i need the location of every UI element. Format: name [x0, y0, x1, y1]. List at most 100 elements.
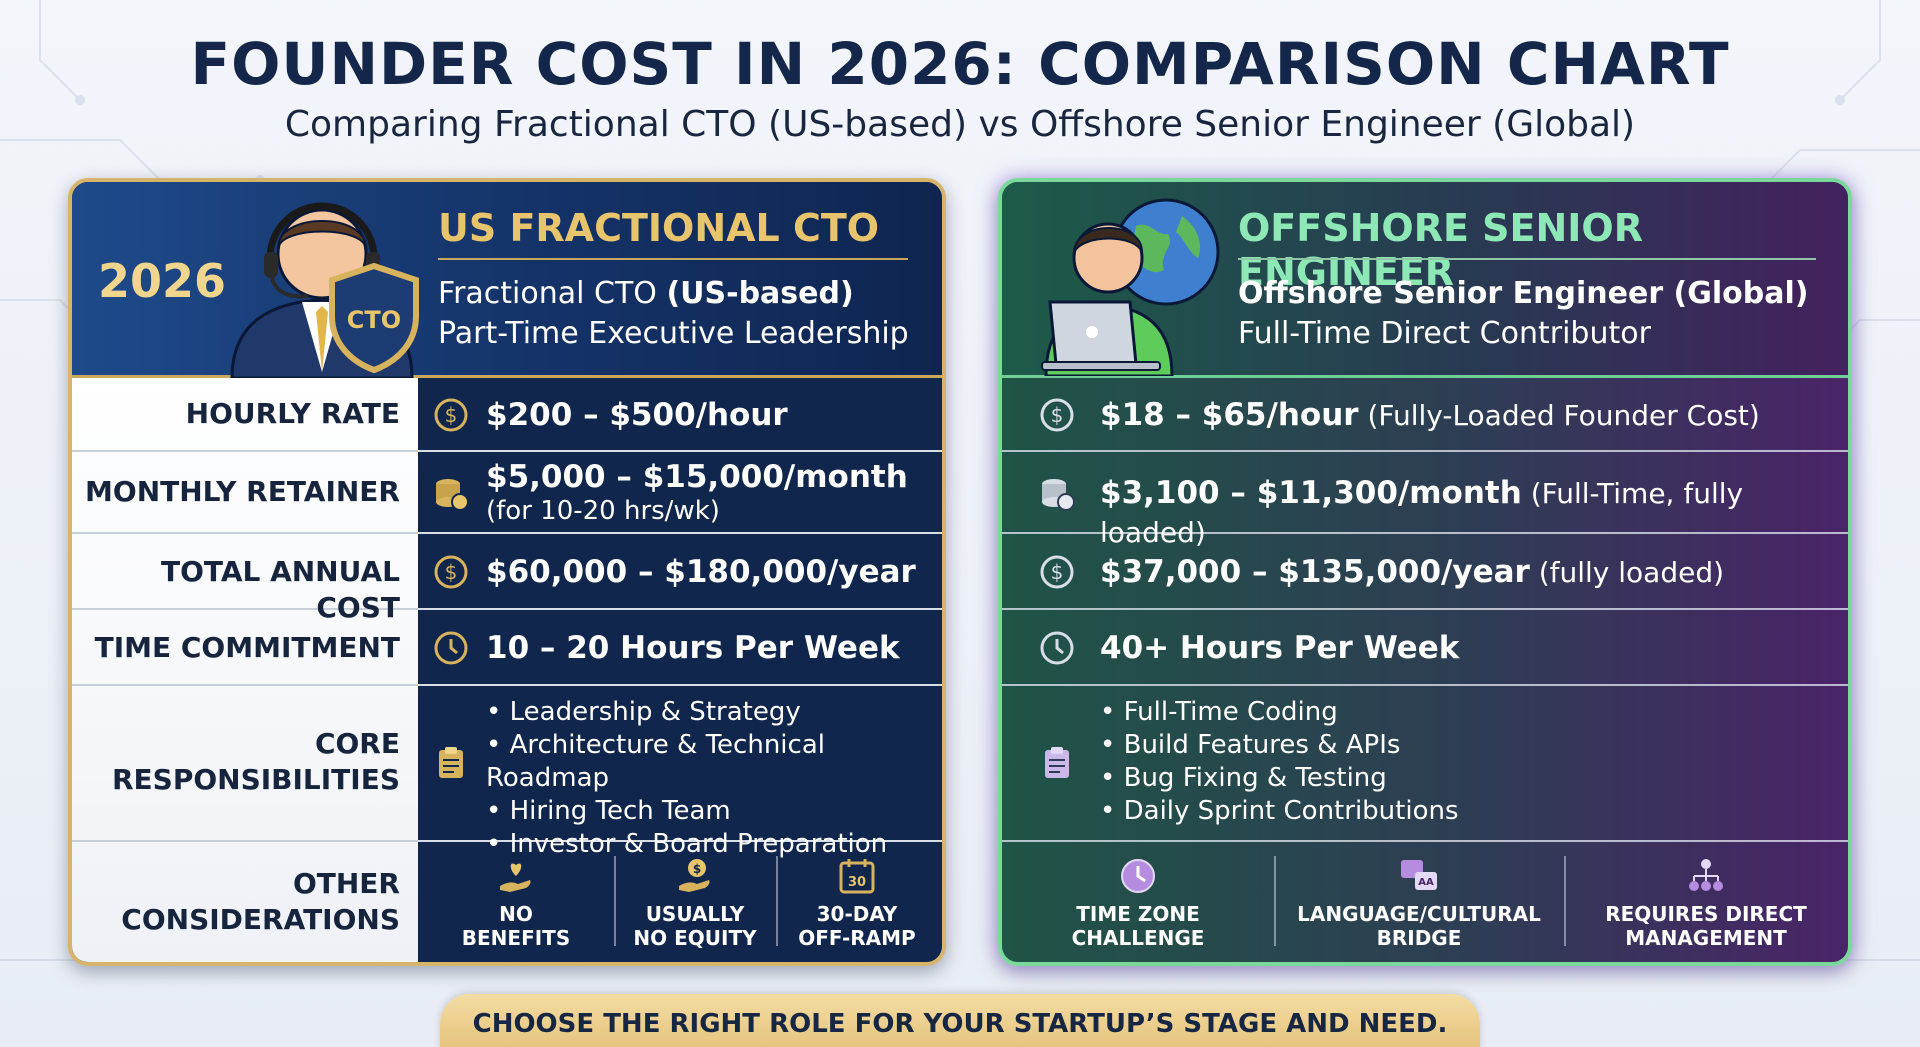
list-item: Daily Sprint Contributions	[1100, 795, 1459, 828]
consideration-line1: NO	[499, 902, 533, 926]
calendar-badge: 30	[848, 875, 866, 890]
cto-considerations-row: NO BENEFITS $ USUALLY NO EQUITY 30 30-DA…	[418, 842, 942, 962]
cto-title-divider	[438, 258, 908, 260]
label-row-monthly: MONTHLY RETAINER	[72, 452, 418, 534]
cto-annual-row: $ $60,000 – $180,000/year	[418, 534, 942, 610]
translate-icon: AA	[1401, 860, 1437, 890]
engineer-time-row: 40+ Hours Per Week	[1002, 610, 1848, 686]
svg-text:$: $	[693, 862, 701, 876]
dollar-coin-icon: $	[434, 555, 468, 589]
offshore-engineer-panel: OFFSHORE SENIOR ENGINEER Offshore Senior…	[998, 178, 1852, 966]
dollar-coin-icon: $	[1040, 555, 1074, 589]
label-row-core: CORE RESPONSIBILITIES	[72, 686, 418, 842]
cto-annual-cost: $60,000 – $180,000/year	[486, 554, 916, 590]
engineer-responsibilities-list: Full-Time Coding Build Features & APIs B…	[1100, 696, 1459, 828]
us-fractional-cto-panel: 2026 CTO US FRACTIONAL CTO Fractional CT…	[68, 178, 946, 966]
consideration-management: REQUIRES DIRECT MANAGEMENT	[1564, 842, 1848, 960]
engineer-hourly-rate: $18 – $65/hour (Fully-Loaded Founder Cos…	[1100, 396, 1760, 435]
label-responsibilities: RESPONSIBILITIES	[111, 763, 400, 796]
engineer-monthly-retainer: $3,100 – $11,300/month (Full-Time, fully…	[1100, 474, 1848, 552]
label-row-annual: TOTAL ANNUAL COST	[72, 534, 418, 624]
list-item: Leadership & Strategy	[486, 696, 942, 729]
consideration-no-benefits: NO BENEFITS	[418, 842, 614, 960]
consideration-line1: USUALLY	[645, 902, 745, 926]
cto-time-row: 10 – 20 Hours Per Week	[418, 610, 942, 686]
svg-text:$: $	[1051, 560, 1064, 584]
cto-role-title: US FRACTIONAL CTO	[438, 206, 880, 250]
engineer-hourly-value: $18 – $65/hour	[1100, 397, 1359, 433]
engineer-avatar-icon	[1041, 198, 1220, 376]
consideration-line2: CHALLENGE	[1071, 926, 1205, 950]
engineer-core-row: Full-Time Coding Build Features & APIs B…	[1002, 686, 1848, 842]
page-subtitle: Comparing Fractional CTO (US-based) vs O…	[284, 104, 1636, 145]
consideration-line1: TIME ZONE	[1076, 902, 1200, 926]
consideration-line2: OFF-RAMP	[798, 926, 916, 950]
dollar-coin-icon: $	[434, 398, 468, 432]
divider	[776, 856, 778, 946]
footer-banner: CHOOSE THE RIGHT ROLE FOR YOUR STARTUP’S…	[440, 994, 1480, 1047]
list-item: Hiring Tech Team	[486, 795, 942, 828]
divider	[1564, 856, 1566, 946]
divider	[1274, 856, 1276, 946]
consideration-time-zone: TIME ZONE CHALLENGE	[1002, 842, 1274, 960]
label-time-commitment: TIME COMMITMENT	[94, 631, 400, 664]
svg-text:$: $	[445, 560, 458, 584]
cto-hourly-rate: $200 – $500/hour	[486, 397, 788, 433]
label-total-annual-cost: TOTAL ANNUAL COST	[160, 555, 400, 624]
consideration-line1: LANGUAGE/CULTURAL	[1297, 902, 1541, 926]
engineer-values-column: $ $18 – $65/hour (Fully-Loaded Founder C…	[1002, 378, 1848, 962]
cto-monthly-note: (for 10-20 hrs/wk)	[486, 496, 720, 526]
consideration-line2: NO EQUITY	[633, 926, 757, 950]
cto-values-column: $ $200 – $500/hour $5,000 – $15,000/mont…	[418, 378, 942, 962]
engineer-title-divider	[1238, 258, 1816, 260]
consideration-line2: BRIDGE	[1376, 926, 1462, 950]
label-row-hourly: HOURLY RATE	[72, 378, 418, 452]
consideration-line2: MANAGEMENT	[1625, 926, 1787, 950]
cto-responsibilities-list: Leadership & Strategy Architecture & Tec…	[486, 696, 942, 861]
engineer-monthly-row: $3,100 – $11,300/month (Full-Time, fully…	[1002, 452, 1848, 549]
list-item: Full-Time Coding	[1100, 696, 1459, 729]
label-hourly-rate: HOURLY RATE	[185, 397, 400, 430]
consideration-off-ramp: 30 30-DAY OFF-RAMP	[776, 842, 938, 960]
cto-role-description: Part-Time Executive Leadership	[438, 316, 909, 351]
coin-stack-icon	[436, 479, 469, 511]
list-item: Investor & Board Preparation	[486, 828, 942, 861]
coin-hand-icon: $	[679, 859, 710, 892]
list-item: Bug Fixing & Testing	[1100, 762, 1459, 795]
cto-sub-bold: (US-based)	[666, 276, 854, 311]
cto-badge-text: CTO	[347, 306, 401, 334]
clipboard-icon	[439, 747, 463, 778]
consideration-language: AA LANGUAGE/CULTURAL BRIDGE	[1274, 842, 1564, 960]
engineer-annual-cost: $37,000 – $135,000/year (fully loaded)	[1100, 553, 1724, 592]
label-considerations: CONSIDERATIONS	[121, 903, 400, 936]
list-item: Build Features & APIs	[1100, 729, 1459, 762]
list-item: Architecture & Technical Roadmap	[486, 729, 942, 795]
dollar-coin-icon: $	[1040, 398, 1074, 432]
engineer-role-subtitle: Offshore Senior Engineer (Global)	[1238, 276, 1809, 311]
engineer-annual-note: (fully loaded)	[1529, 556, 1725, 589]
engineer-header: OFFSHORE SENIOR ENGINEER Offshore Senior…	[1002, 182, 1848, 378]
label-row-time: TIME COMMITMENT	[72, 610, 418, 686]
engineer-considerations-row: TIME ZONE CHALLENGE AA LANGUAGE/CULTURAL…	[1002, 842, 1848, 962]
consideration-line1: 30-DAY	[816, 902, 898, 926]
page-title: FOUNDER COST IN 2026: COMPARISON CHART	[190, 30, 1730, 98]
svg-text:$: $	[1051, 403, 1064, 427]
engineer-monthly-note: (Full-Time, fully loaded)	[1100, 477, 1744, 549]
translate-badge: AA	[1418, 877, 1434, 888]
cto-core-row: Leadership & Strategy Architecture & Tec…	[418, 686, 942, 859]
cto-role-subtitle: Fractional CTO (US-based)	[438, 274, 854, 314]
clock-icon	[1040, 631, 1074, 665]
year-label: 2026	[98, 254, 227, 308]
label-monthly-retainer: MONTHLY RETAINER	[85, 475, 400, 508]
calendar-icon: 30	[839, 859, 875, 894]
cto-hourly-row: $ $200 – $500/hour	[418, 378, 942, 452]
engineer-annual-row: $ $37,000 – $135,000/year (fully loaded)	[1002, 534, 1848, 610]
cto-header: 2026 CTO US FRACTIONAL CTO Fractional CT…	[72, 182, 942, 378]
row-labels-column: HOURLY RATE MONTHLY RETAINER TOTAL ANNUA…	[72, 378, 418, 962]
label-other: OTHER	[292, 867, 400, 900]
clock-icon	[434, 631, 468, 665]
engineer-monthly-value: $3,100 – $11,300/month	[1100, 475, 1522, 511]
engineer-hourly-row: $ $18 – $65/hour (Fully-Loaded Founder C…	[1002, 378, 1848, 452]
svg-text:$: $	[445, 403, 458, 427]
engineer-role-title: OFFSHORE SENIOR ENGINEER	[1238, 206, 1643, 294]
